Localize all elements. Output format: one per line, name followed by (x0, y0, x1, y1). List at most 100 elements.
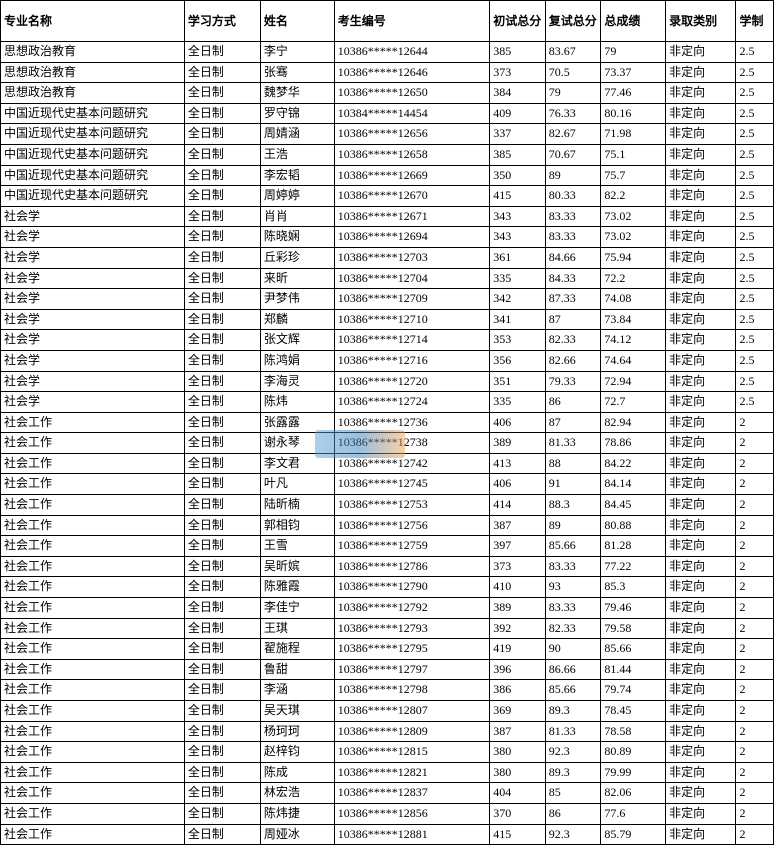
table-cell: 78.58 (601, 721, 666, 742)
table-cell: 10386*****12670 (334, 186, 490, 207)
table-cell: 82.67 (545, 124, 601, 145)
table-cell: 85.3 (601, 577, 666, 598)
table-cell: 非定向 (666, 227, 736, 248)
table-cell: 全日制 (184, 577, 260, 598)
table-cell: 343 (490, 227, 546, 248)
table-cell: 非定向 (666, 206, 736, 227)
table-cell: 非定向 (666, 433, 736, 454)
table-cell: 社会工作 (1, 721, 185, 742)
table-cell: 385 (490, 144, 546, 165)
table-cell: 74.64 (601, 350, 666, 371)
table-cell: 10386*****12704 (334, 268, 490, 289)
table-cell: 非定向 (666, 412, 736, 433)
table-row: 中国近现代史基本问题研究全日制周婷婷10386*****1267041580.3… (1, 186, 774, 207)
table-row: 社会学全日制张文辉10386*****1271435382.3374.12非定向… (1, 330, 774, 351)
table-row: 社会工作全日制鲁甜10386*****1279739686.6681.44非定向… (1, 659, 774, 680)
table-cell: 郑麟 (260, 309, 334, 330)
table-cell: 2.5 (736, 206, 774, 227)
table-row: 社会工作全日制陈成10386*****1282138089.379.99非定向2 (1, 762, 774, 783)
table-cell: 李文君 (260, 453, 334, 474)
table-cell: 83.33 (545, 556, 601, 577)
table-cell: 356 (490, 350, 546, 371)
table-cell: 10386*****12650 (334, 83, 490, 104)
table-cell: 非定向 (666, 824, 736, 845)
table-cell: 335 (490, 268, 546, 289)
table-cell: 社会学 (1, 350, 185, 371)
table-cell: 2.5 (736, 124, 774, 145)
table-cell: 全日制 (184, 495, 260, 516)
table-row: 社会工作全日制李佳宁10386*****1279238983.3379.46非定… (1, 598, 774, 619)
table-cell: 2 (736, 412, 774, 433)
table-cell: 全日制 (184, 206, 260, 227)
table-cell: 2.5 (736, 144, 774, 165)
table-cell: 全日制 (184, 639, 260, 660)
table-cell: 李宏韬 (260, 165, 334, 186)
table-cell: 全日制 (184, 392, 260, 413)
table-cell: 李佳宁 (260, 598, 334, 619)
table-cell: 79.74 (601, 680, 666, 701)
table-cell: 王琪 (260, 618, 334, 639)
table-cell: 81.44 (601, 659, 666, 680)
table-row: 思想政治教育全日制张骞10386*****1264637370.573.37非定… (1, 62, 774, 83)
table-cell: 373 (490, 62, 546, 83)
table-cell: 2 (736, 803, 774, 824)
table-cell: 70.5 (545, 62, 601, 83)
table-cell: 郭相钧 (260, 515, 334, 536)
table-cell: 83.67 (545, 42, 601, 63)
table-cell: 2.5 (736, 268, 774, 289)
table-cell: 全日制 (184, 247, 260, 268)
table-cell: 350 (490, 165, 546, 186)
table-cell: 10386*****12821 (334, 762, 490, 783)
table-cell: 82.66 (545, 350, 601, 371)
table-cell: 非定向 (666, 103, 736, 124)
header-cell: 录取类别 (666, 1, 736, 42)
table-cell: 林宏浩 (260, 783, 334, 804)
table-cell: 80.16 (601, 103, 666, 124)
table-cell: 10386*****12745 (334, 474, 490, 495)
table-cell: 389 (490, 598, 546, 619)
table-cell: 全日制 (184, 289, 260, 310)
table-cell: 2 (736, 680, 774, 701)
table-cell: 10386*****12753 (334, 495, 490, 516)
table-cell: 非定向 (666, 659, 736, 680)
table-cell: 全日制 (184, 536, 260, 557)
table-cell: 82.94 (601, 412, 666, 433)
table-cell: 10386*****12658 (334, 144, 490, 165)
table-row: 社会工作全日制翟施程10386*****127954199085.66非定向2 (1, 639, 774, 660)
table-cell: 2.5 (736, 227, 774, 248)
table-cell: 非定向 (666, 62, 736, 83)
table-cell: 77.6 (601, 803, 666, 824)
table-cell: 全日制 (184, 62, 260, 83)
table-cell: 全日制 (184, 742, 260, 763)
header-row: 专业名称学习方式姓名考生编号初试总分复试总分总成绩录取类别学制 (1, 1, 774, 42)
table-cell: 周娅冰 (260, 824, 334, 845)
table-row: 社会学全日制肖肖10386*****1267134383.3373.02非定向2… (1, 206, 774, 227)
table-cell: 73.37 (601, 62, 666, 83)
table-cell: 非定向 (666, 762, 736, 783)
table-cell: 社会学 (1, 289, 185, 310)
table-cell: 非定向 (666, 803, 736, 824)
table-cell: 2.5 (736, 247, 774, 268)
table-cell: 中国近现代史基本问题研究 (1, 165, 185, 186)
table-cell: 72.94 (601, 371, 666, 392)
table-cell: 413 (490, 453, 546, 474)
table-cell: 89.3 (545, 762, 601, 783)
table-cell: 77.22 (601, 556, 666, 577)
table-cell: 2 (736, 577, 774, 598)
table-cell: 373 (490, 556, 546, 577)
table-cell: 全日制 (184, 350, 260, 371)
table-cell: 85.66 (545, 680, 601, 701)
table-cell: 社会工作 (1, 556, 185, 577)
table-cell: 全日制 (184, 701, 260, 722)
table-cell: 2 (736, 495, 774, 516)
table-row: 社会工作全日制叶凡10386*****127454069184.14非定向2 (1, 474, 774, 495)
table-cell: 社会学 (1, 247, 185, 268)
table-cell: 10386*****12742 (334, 453, 490, 474)
table-row: 社会学全日制陈鸿娟10386*****1271635682.6674.64非定向… (1, 350, 774, 371)
table-cell: 2 (736, 536, 774, 557)
table-cell: 非定向 (666, 639, 736, 660)
table-cell: 83.33 (545, 206, 601, 227)
table-cell: 中国近现代史基本问题研究 (1, 103, 185, 124)
table-cell: 335 (490, 392, 546, 413)
table-cell: 2 (736, 762, 774, 783)
